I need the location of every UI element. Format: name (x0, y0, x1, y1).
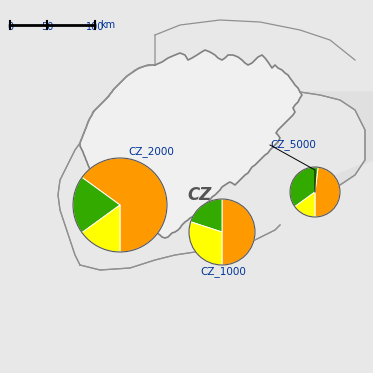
Text: CZ_2000: CZ_2000 (128, 147, 174, 157)
Wedge shape (222, 199, 255, 265)
Text: km: km (100, 20, 115, 30)
Polygon shape (295, 92, 373, 192)
Text: 0: 0 (7, 22, 13, 32)
Wedge shape (191, 199, 222, 232)
Text: CZ_1000: CZ_1000 (200, 267, 246, 278)
Text: CZ: CZ (188, 186, 212, 204)
Wedge shape (73, 178, 120, 233)
Wedge shape (82, 158, 167, 252)
Polygon shape (80, 50, 302, 238)
Wedge shape (315, 167, 340, 217)
Wedge shape (295, 192, 315, 217)
Text: 100: 100 (86, 22, 104, 32)
Text: CZ_5000: CZ_5000 (270, 140, 316, 150)
Wedge shape (189, 222, 222, 265)
Wedge shape (290, 167, 318, 207)
Text: 50: 50 (41, 22, 53, 32)
Wedge shape (82, 205, 120, 252)
